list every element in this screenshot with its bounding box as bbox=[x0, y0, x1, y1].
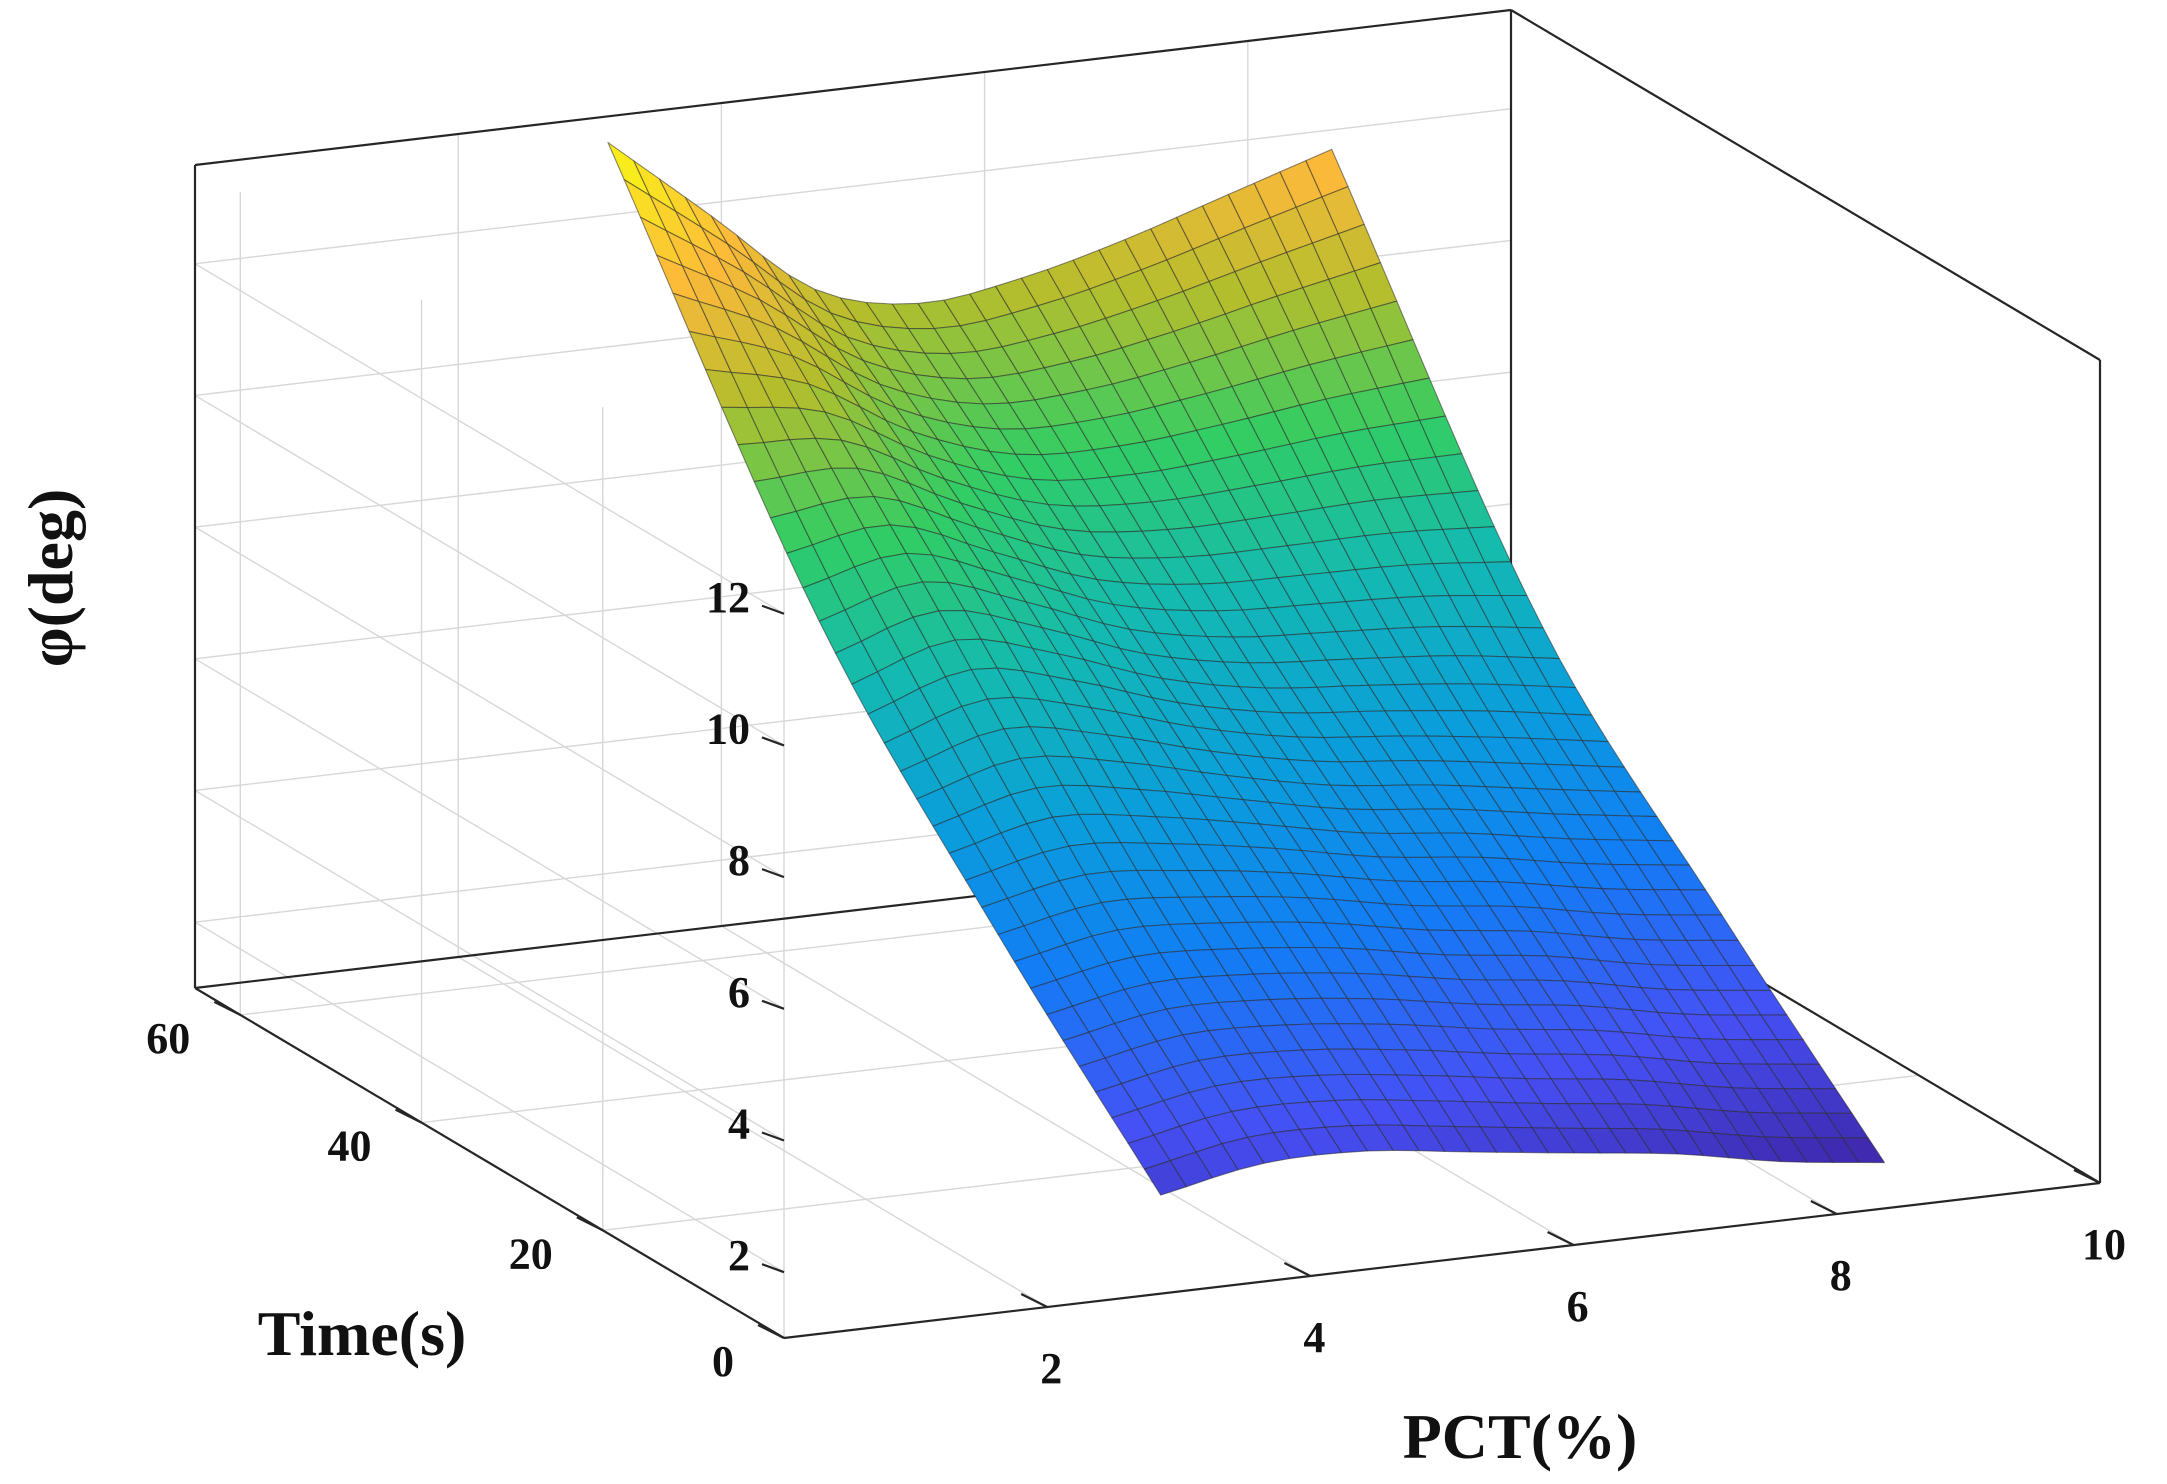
x-tick bbox=[1547, 1231, 1575, 1246]
x-tick-label: 4 bbox=[1303, 1313, 1325, 1362]
grid-line-z-left bbox=[194, 921, 785, 1273]
y-tick-label: 60 bbox=[146, 1014, 190, 1063]
grid-line-x-floor bbox=[721, 925, 1311, 1277]
z-tick bbox=[761, 868, 785, 879]
tick-marks bbox=[213, 604, 2101, 1339]
x-tick-label: 10 bbox=[2082, 1220, 2126, 1269]
y-axis-label: Time(s) bbox=[258, 1298, 467, 1369]
grid-line-z-left bbox=[194, 789, 785, 1142]
y-tick-label: 40 bbox=[328, 1122, 372, 1171]
x-tick bbox=[2073, 1169, 2101, 1184]
x-tick bbox=[1810, 1200, 1838, 1215]
axes-box bbox=[193, 8, 2102, 1340]
z-tick bbox=[761, 1131, 785, 1142]
x-tick-label: 2 bbox=[1040, 1344, 1062, 1393]
grid-line-z-left bbox=[194, 394, 785, 747]
surface-mesh bbox=[607, 141, 1886, 1196]
z-tick-label: 6 bbox=[728, 968, 750, 1017]
grid-line-x-floor bbox=[457, 956, 1048, 1308]
grid-line-z-left bbox=[194, 263, 785, 615]
z-tick bbox=[761, 736, 785, 747]
y-tick bbox=[395, 1108, 423, 1124]
x-tick-label: 6 bbox=[1567, 1282, 1589, 1331]
z-tick bbox=[761, 999, 785, 1010]
axes-box-edge bbox=[194, 8, 1512, 167]
grid-line-z-left bbox=[194, 658, 785, 1010]
z-tick-label: 4 bbox=[728, 1099, 750, 1148]
y-tick bbox=[576, 1216, 604, 1232]
x-tick bbox=[1020, 1293, 1048, 1308]
z-axis-label: φ(deg) bbox=[15, 489, 86, 668]
z-tick bbox=[761, 604, 785, 615]
x-axis-label: PCT(%) bbox=[1403, 1401, 1638, 1472]
axes-box-edge bbox=[783, 1181, 2101, 1340]
axes-box-edge bbox=[194, 987, 785, 1339]
y-tick bbox=[213, 1000, 241, 1016]
x-tick bbox=[1283, 1262, 1311, 1277]
z-tick bbox=[761, 1263, 785, 1274]
y-tick-label: 0 bbox=[712, 1337, 734, 1386]
x-tick-label: 8 bbox=[1830, 1251, 1852, 1300]
surface-cell bbox=[1841, 1137, 1886, 1164]
y-tick bbox=[757, 1324, 785, 1339]
z-tick-label: 10 bbox=[706, 704, 750, 753]
z-tick-label: 8 bbox=[728, 836, 750, 885]
axes-box-edge bbox=[1510, 9, 2101, 361]
grid-line-z-back bbox=[194, 108, 1512, 265]
z-tick-label: 2 bbox=[728, 1231, 750, 1280]
y-tick-label: 20 bbox=[509, 1229, 553, 1278]
tick-labels: 2 4 6 8 10 12 0 20 40 60 2 4 6 8 10 bbox=[146, 573, 2126, 1393]
z-tick-label: 12 bbox=[706, 573, 750, 622]
grid-line-z-left bbox=[194, 526, 785, 878]
